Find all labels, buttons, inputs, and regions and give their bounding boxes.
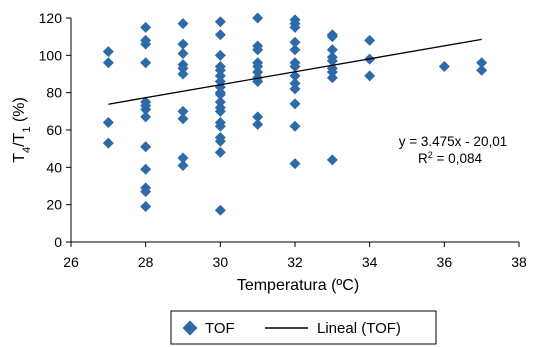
data-point: [140, 21, 152, 33]
data-point: [214, 16, 226, 28]
data-point: [326, 66, 338, 78]
data-point: [214, 64, 226, 76]
data-points: [102, 12, 488, 216]
data-point: [177, 18, 189, 30]
y-tick-label: 0: [54, 234, 62, 250]
data-point: [177, 38, 189, 50]
data-point: [289, 61, 301, 73]
data-point: [177, 47, 189, 59]
y-tick-label: 80: [46, 85, 62, 101]
data-point: [289, 83, 301, 95]
legend-label-tof: TOF: [205, 320, 235, 337]
data-point: [140, 186, 152, 198]
data-point: [326, 55, 338, 67]
data-point: [289, 98, 301, 110]
y-tick-label: 60: [46, 122, 62, 138]
data-point: [140, 57, 152, 69]
data-point: [476, 57, 488, 69]
data-point: [214, 70, 226, 82]
data-point: [177, 159, 189, 171]
data-point: [102, 137, 114, 149]
data-point: [214, 96, 226, 108]
data-point: [326, 154, 338, 166]
data-point: [140, 141, 152, 153]
data-point: [289, 21, 301, 33]
y-tick-label: 20: [46, 197, 62, 213]
x-tick-label: 32: [287, 254, 303, 270]
data-point: [102, 57, 114, 69]
y-tick-label: 100: [39, 47, 63, 63]
data-point: [140, 201, 152, 213]
data-point: [140, 103, 152, 115]
data-point: [289, 70, 301, 82]
data-point: [214, 29, 226, 41]
x-tick-label: 28: [138, 254, 154, 270]
r-squared-label: R2 = 0,084: [418, 150, 482, 166]
data-point: [102, 117, 114, 129]
data-point: [289, 44, 301, 56]
data-point: [252, 12, 264, 24]
x-tick-label: 34: [362, 254, 378, 270]
data-point: [214, 120, 226, 132]
legend: TOF Lineal (TOF): [170, 310, 437, 345]
data-point: [214, 89, 226, 101]
data-point: [252, 118, 264, 130]
x-tick-label: 30: [213, 254, 229, 270]
x-tick-label: 36: [437, 254, 453, 270]
data-point: [102, 46, 114, 58]
data-point: [364, 70, 376, 82]
trend-equation: y = 3.475x - 20,01: [399, 134, 507, 149]
data-point: [252, 66, 264, 78]
x-tick-label: 26: [63, 254, 79, 270]
data-point: [214, 105, 226, 117]
data-point: [214, 135, 226, 147]
y-tick-label: 40: [46, 159, 62, 175]
data-point: [177, 68, 189, 80]
data-point: [289, 36, 301, 48]
data-point: [252, 44, 264, 56]
x-tick-labels: 26 28 30 32 34 36 38: [63, 242, 527, 270]
trend-line: [108, 38, 482, 105]
data-point: [252, 61, 264, 73]
data-point: [140, 111, 152, 123]
x-axis-title: Temperatura (ºC): [237, 277, 359, 294]
data-point: [214, 204, 226, 216]
y-tick-labels: 0 20 40 60 80 100 120: [39, 10, 71, 250]
data-point: [438, 61, 450, 73]
data-point: [252, 111, 264, 123]
data-point: [326, 44, 338, 56]
data-point: [476, 64, 488, 76]
data-point: [177, 62, 189, 74]
y-tick-label: 120: [39, 10, 63, 26]
data-point: [289, 120, 301, 132]
y-axis-title: T4/T1 (%): [11, 97, 33, 163]
data-point: [326, 31, 338, 43]
data-point: [214, 146, 226, 158]
data-point: [214, 49, 226, 61]
data-point: [177, 113, 189, 125]
x-tick-label: 38: [511, 254, 527, 270]
data-point: [140, 38, 152, 50]
data-point: [289, 77, 301, 89]
data-point: [326, 72, 338, 84]
data-point: [289, 158, 301, 170]
data-point: [140, 163, 152, 175]
data-point: [177, 152, 189, 164]
legend-label-lineal: Lineal (TOF): [317, 320, 401, 337]
data-point: [177, 105, 189, 117]
data-point: [364, 34, 376, 46]
legend-diamond-icon: [182, 320, 198, 336]
